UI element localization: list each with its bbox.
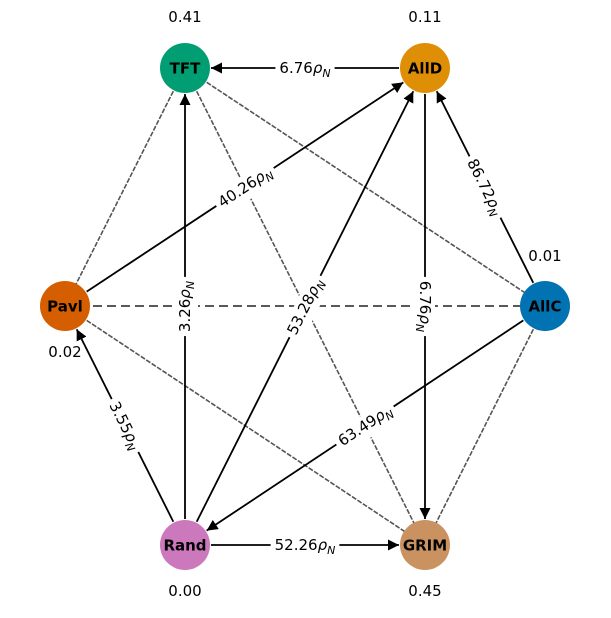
node-label-pavl: Pavl xyxy=(47,298,83,316)
node-value-alld: 0.11 xyxy=(408,8,441,26)
edge-subscript: N xyxy=(184,281,197,289)
edge-unit: ρ xyxy=(416,314,434,324)
edge-label-text-rand-to-tft: 3.26ρN xyxy=(176,281,197,332)
edge-label-allc-to-rand: 63.49ρN xyxy=(330,398,401,456)
node-circle-tft xyxy=(160,43,210,93)
edge-label-text-pavl-to-alld: 40.26ρN xyxy=(215,163,277,214)
edge-subscript: N xyxy=(322,67,330,80)
edge-unit: ρ xyxy=(313,59,323,77)
edge-label-rand-to-pavl: 3.55ρN xyxy=(100,394,148,458)
node-rand: Rand xyxy=(160,520,210,570)
node-value-allc: 0.01 xyxy=(528,247,561,265)
node-tft: TFT xyxy=(160,43,210,93)
edge-unit: ρ xyxy=(318,536,328,554)
edge-label-allc-to-alld: 86.72ρN xyxy=(457,151,510,224)
node-label-allc: AllC xyxy=(529,298,562,316)
edge-label-background xyxy=(330,398,401,456)
edge-label-text-alld-to-grim: 6.76ρN xyxy=(413,281,434,332)
node-label-grim: GRIM xyxy=(403,537,447,555)
node-circle-rand xyxy=(160,520,210,570)
node-pavl: Pavl xyxy=(40,281,90,331)
node-circle-alld xyxy=(400,43,450,93)
edge-coef: 6.76 xyxy=(416,281,434,314)
node-label-alld: AllD xyxy=(408,60,442,78)
node-circle-grim xyxy=(400,520,450,570)
edge-label-background xyxy=(457,151,510,224)
edge-label-background xyxy=(412,276,435,337)
edge-label-text-allc-to-rand: 63.49ρN xyxy=(335,401,397,452)
edge-label-rand-to-grim: 52.26ρN xyxy=(270,535,340,558)
edge-label-alld-to-tft: 6.76ρN xyxy=(275,58,335,81)
edge-label-text-alld-to-tft: 6.76ρN xyxy=(279,59,330,80)
edge-unit: ρ xyxy=(176,289,194,299)
node-label-tft: TFT xyxy=(170,60,201,78)
node-circle-pavl xyxy=(40,281,90,331)
edge-coef: 6.76 xyxy=(279,59,312,77)
edge-label-alld-to-grim: 6.76ρN xyxy=(412,276,435,337)
edge-label-text-rand-to-grim: 52.26ρN xyxy=(275,536,336,557)
node-value-grim: 0.45 xyxy=(408,582,441,600)
node-alld: AllD xyxy=(400,43,450,93)
edge-coef: 52.26 xyxy=(275,536,318,554)
edge-label-rand-to-alld: 53.28ρN xyxy=(280,271,333,344)
node-circle-allc xyxy=(520,281,570,331)
node-value-tft: 0.41 xyxy=(168,8,201,26)
node-value-rand: 0.00 xyxy=(168,582,201,600)
edge-subscript: N xyxy=(413,324,426,332)
edge-label-pavl-to-alld: 40.26ρN xyxy=(210,159,281,217)
neutral-edge-allc-grim xyxy=(424,305,546,546)
edge-subscript: N xyxy=(327,544,335,557)
edge-label-background xyxy=(210,159,281,217)
edge-label-rand-to-tft: 3.26ρN xyxy=(175,276,198,337)
edge-coef: 3.26 xyxy=(176,299,194,332)
node-allc: AllC xyxy=(520,281,570,331)
edge-label-background xyxy=(100,394,148,458)
edge-label-background xyxy=(280,271,333,344)
node-grim: GRIM xyxy=(400,520,450,570)
edge-label-background xyxy=(270,535,340,558)
edge-label-background xyxy=(175,276,198,337)
neutral-edge-tft-pavl xyxy=(64,67,186,307)
edge-label-background xyxy=(275,58,335,81)
node-value-pavl: 0.02 xyxy=(48,343,81,361)
node-label-rand: Rand xyxy=(163,537,206,555)
